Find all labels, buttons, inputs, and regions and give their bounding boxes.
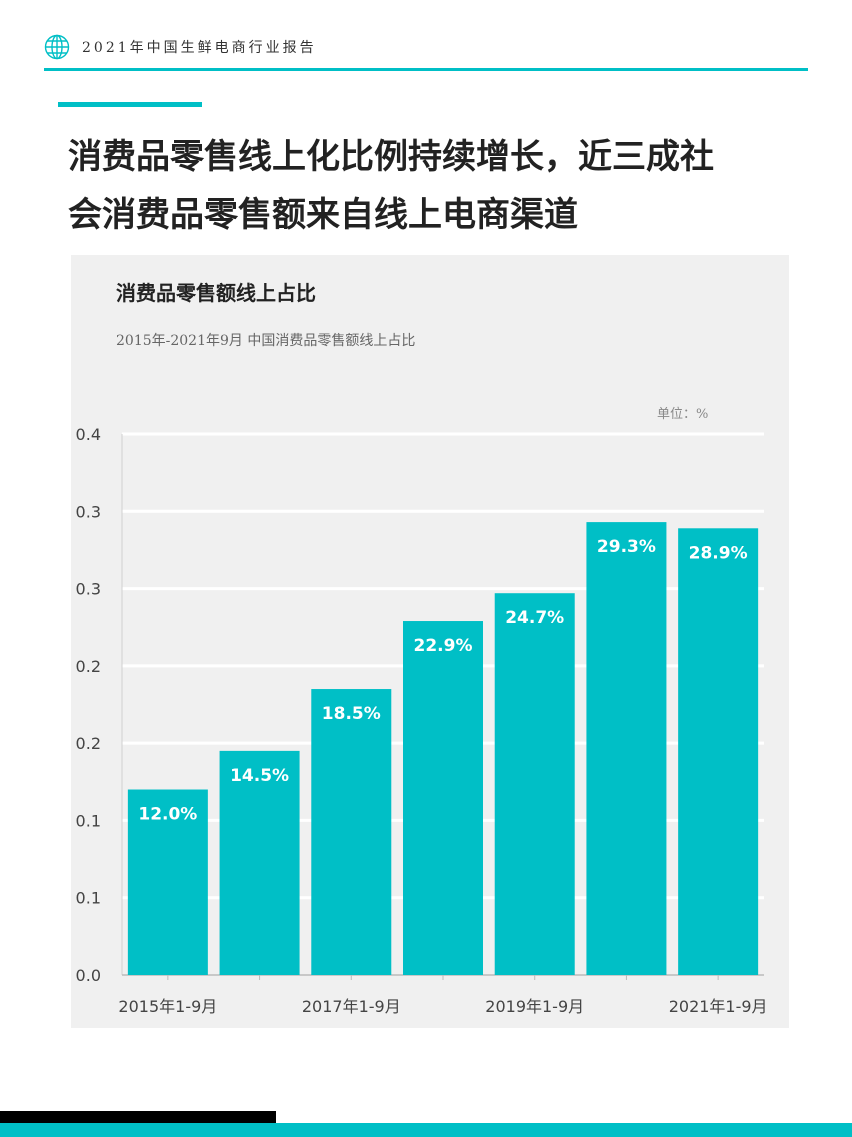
y-tick-label: 0.2 (76, 734, 101, 753)
bar (678, 528, 759, 975)
headline-line-2: 会消费品零售额来自线上电商渠道 (68, 195, 578, 235)
bar (219, 750, 300, 975)
x-tick-label: 2019年1-9月 (485, 997, 584, 1016)
y-tick-label: 0.3 (76, 502, 101, 521)
data-label: 18.5% (322, 704, 381, 724)
data-label: 28.9% (689, 543, 748, 563)
data-label: 14.5% (230, 766, 289, 786)
header-logo (44, 34, 70, 60)
x-tick-label: 2021年1-9月 (669, 997, 768, 1016)
y-tick-label: 0.3 (76, 580, 101, 599)
footer-black-bar (0, 1111, 276, 1123)
header-rule (44, 68, 808, 71)
y-tick-label: 0.2 (76, 657, 101, 676)
x-tick-label: 2017年1-9月 (302, 997, 401, 1016)
bar (403, 621, 483, 975)
y-tick-label: 0.4 (76, 425, 101, 444)
footer-teal-bar (0, 1123, 852, 1137)
data-label: 29.3% (597, 537, 656, 557)
chart-unit-label: 单位：% (657, 407, 709, 422)
y-tick-label: 0.0 (76, 966, 101, 985)
x-tick-label: 2015年1-9月 (118, 997, 217, 1016)
globe-icon (44, 34, 70, 60)
chart-title: 消费品零售额线上占比 (116, 281, 316, 305)
bar (127, 789, 208, 975)
y-tick-label: 0.1 (76, 889, 101, 908)
bar (494, 593, 575, 975)
bar (586, 522, 667, 975)
page-headline: 消费品零售线上化比例持续增长，近三成社 会消费品零售额来自线上电商渠道 (68, 128, 798, 244)
bar (311, 689, 392, 975)
data-label: 12.0% (138, 805, 197, 825)
data-label: 22.9% (414, 636, 473, 656)
header-title: 2021年中国生鲜电商行业报告 (82, 40, 317, 56)
y-tick-label: 0.1 (76, 811, 101, 830)
headline-line-1: 消费品零售线上化比例持续增长，近三成社 (68, 137, 714, 177)
chart-subtitle: 2015年-2021年9月 中国消费品零售额线上占比 (116, 333, 416, 349)
accent-bar (58, 102, 202, 107)
data-label: 24.7% (505, 608, 564, 628)
